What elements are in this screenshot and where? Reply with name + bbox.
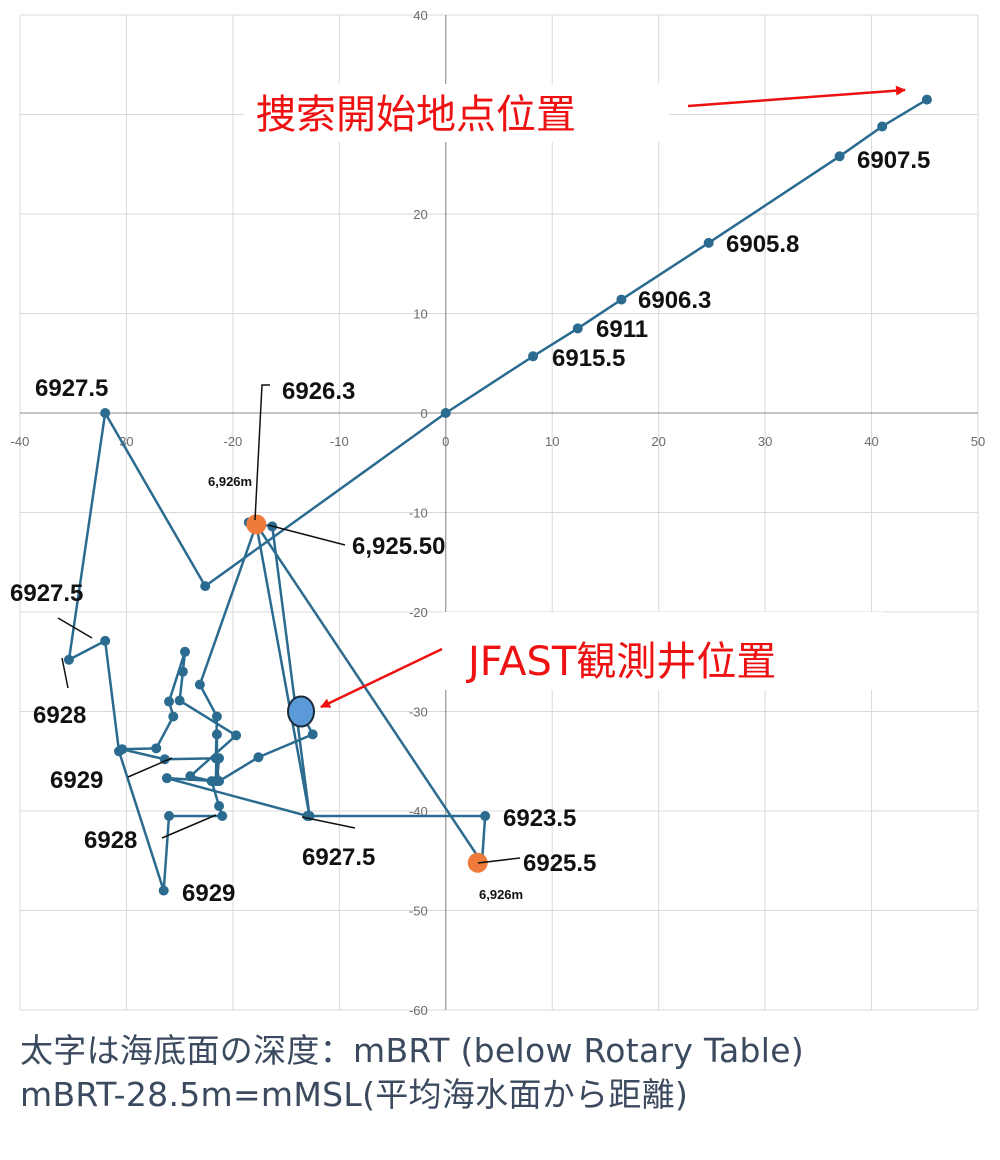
leader-line bbox=[61, 657, 69, 689]
x-tick-label: 50 bbox=[971, 434, 985, 449]
leader-line bbox=[267, 524, 346, 546]
y-tick-label: -60 bbox=[409, 1003, 428, 1018]
tick-labels: -40 30 -20 -10 0 10 20 30 40 50-60-50-40-30-20-10… bbox=[11, 8, 986, 1018]
data-point bbox=[151, 743, 162, 754]
data-point bbox=[921, 94, 932, 105]
annotations: 捜索開始地点位置 JFAST観測井位置 bbox=[244, 84, 906, 709]
y-tick-label: 0 bbox=[421, 406, 428, 421]
depth-label: 6929 bbox=[50, 767, 103, 794]
search-start-annotation: 捜索開始地点位置 bbox=[256, 92, 576, 138]
y-tick-label: -50 bbox=[409, 904, 428, 919]
annotation-background bbox=[244, 84, 669, 142]
jfast-well-arrow bbox=[320, 647, 443, 709]
leader-line bbox=[161, 814, 217, 839]
depth-label: 6929 bbox=[182, 880, 235, 907]
survey-path bbox=[67, 98, 928, 892]
series-line bbox=[67, 98, 928, 892]
data-point bbox=[214, 801, 225, 812]
data-point bbox=[194, 679, 205, 690]
y-tick-label: -20 bbox=[409, 605, 428, 620]
depth-label: 6928 bbox=[84, 827, 137, 854]
x-tick-label: -20 bbox=[223, 434, 242, 449]
depth-label: 6915.5 bbox=[552, 345, 625, 372]
data-point bbox=[100, 635, 111, 646]
leader-line bbox=[57, 617, 93, 639]
depth-unit-label: 6,926m bbox=[479, 887, 523, 902]
x-tick-label: 0 bbox=[442, 434, 449, 449]
y-tick-label: 10 bbox=[413, 307, 427, 322]
depth-label: 6925.5 bbox=[523, 850, 596, 877]
data-point bbox=[164, 810, 175, 821]
chart: -40 30 -20 -10 0 10 20 30 40 50-60-50-40-30-20-10… bbox=[10, 8, 986, 1018]
data-point bbox=[179, 646, 190, 657]
data-point bbox=[211, 711, 222, 722]
axes bbox=[20, 15, 978, 1010]
data-point bbox=[214, 776, 225, 787]
caption-line-2: mBRT-28.5m=mMSL(平均海水面から距離) bbox=[20, 1075, 689, 1114]
orange-point bbox=[467, 852, 488, 873]
data-point bbox=[231, 730, 242, 741]
depth-label: 6907.5 bbox=[857, 147, 930, 174]
x-tick-label: 30 bbox=[758, 434, 772, 449]
survey-points bbox=[63, 94, 932, 896]
data-point bbox=[877, 121, 888, 132]
data-point bbox=[616, 294, 627, 305]
data-point bbox=[164, 696, 175, 707]
leader-line bbox=[301, 816, 356, 829]
y-tick-label: 20 bbox=[413, 207, 427, 222]
data-point bbox=[211, 729, 222, 740]
caption-line-1: 太字は海底面の深度：mBRT (below Rotary Table) bbox=[20, 1031, 805, 1070]
y-tick-label: -10 bbox=[409, 506, 428, 521]
data-point bbox=[174, 695, 185, 706]
data-point bbox=[440, 408, 451, 418]
depth-label: 6927.5 bbox=[10, 580, 83, 607]
data-point bbox=[210, 753, 221, 764]
data-point bbox=[200, 581, 211, 592]
special-markers bbox=[246, 514, 488, 873]
x-tick-label: 10 bbox=[545, 434, 559, 449]
depth-label: 6927.5 bbox=[302, 844, 375, 871]
depth-unit-label: 6,926m bbox=[208, 474, 252, 489]
leader-lines bbox=[57, 384, 521, 864]
jfast-well-annotation: JFAST観測井位置 bbox=[465, 639, 776, 685]
depth-label: 6926.3 bbox=[282, 378, 355, 405]
data-point bbox=[217, 810, 228, 821]
x-tick-label: 40 bbox=[864, 434, 878, 449]
depth-label: 6911 bbox=[596, 316, 648, 343]
jfast-well-point bbox=[287, 695, 316, 728]
data-point bbox=[528, 351, 539, 362]
data-point bbox=[177, 666, 188, 677]
y-tick-label: 40 bbox=[413, 8, 427, 23]
y-tick-label: -30 bbox=[409, 705, 428, 720]
data-point bbox=[253, 752, 264, 763]
data-point bbox=[100, 408, 111, 418]
data-point bbox=[480, 810, 491, 821]
x-tick-label: -40 bbox=[11, 434, 30, 449]
depth-label: 6928 bbox=[33, 702, 86, 729]
depth-label: 6927.5 bbox=[35, 375, 108, 402]
data-point bbox=[307, 729, 318, 740]
data-point bbox=[703, 237, 714, 248]
depth-label: 6905.8 bbox=[726, 231, 799, 258]
x-tick-label: -10 bbox=[330, 434, 349, 449]
data-point bbox=[161, 773, 172, 784]
depth-label: 6923.5 bbox=[503, 805, 576, 832]
data-point bbox=[63, 654, 74, 665]
orange-point bbox=[246, 514, 267, 535]
data-point bbox=[117, 744, 128, 755]
data-point bbox=[158, 885, 169, 896]
data-point bbox=[834, 151, 845, 162]
depth-label: 6906.3 bbox=[638, 287, 711, 314]
leader-line bbox=[477, 857, 521, 864]
search-start-arrow bbox=[687, 85, 906, 108]
x-tick-label: 20 bbox=[651, 434, 665, 449]
depth-label: 6,925.50 bbox=[352, 533, 445, 560]
leader-line bbox=[127, 757, 173, 778]
leader-line bbox=[254, 384, 270, 521]
data-point bbox=[168, 711, 179, 722]
data-point bbox=[185, 771, 196, 782]
data-point bbox=[572, 323, 583, 334]
depth-labels: 6907.5 6905.8 6906.3 6911 6915.5 6927.5 … bbox=[10, 147, 930, 907]
annotation-background bbox=[444, 612, 884, 690]
